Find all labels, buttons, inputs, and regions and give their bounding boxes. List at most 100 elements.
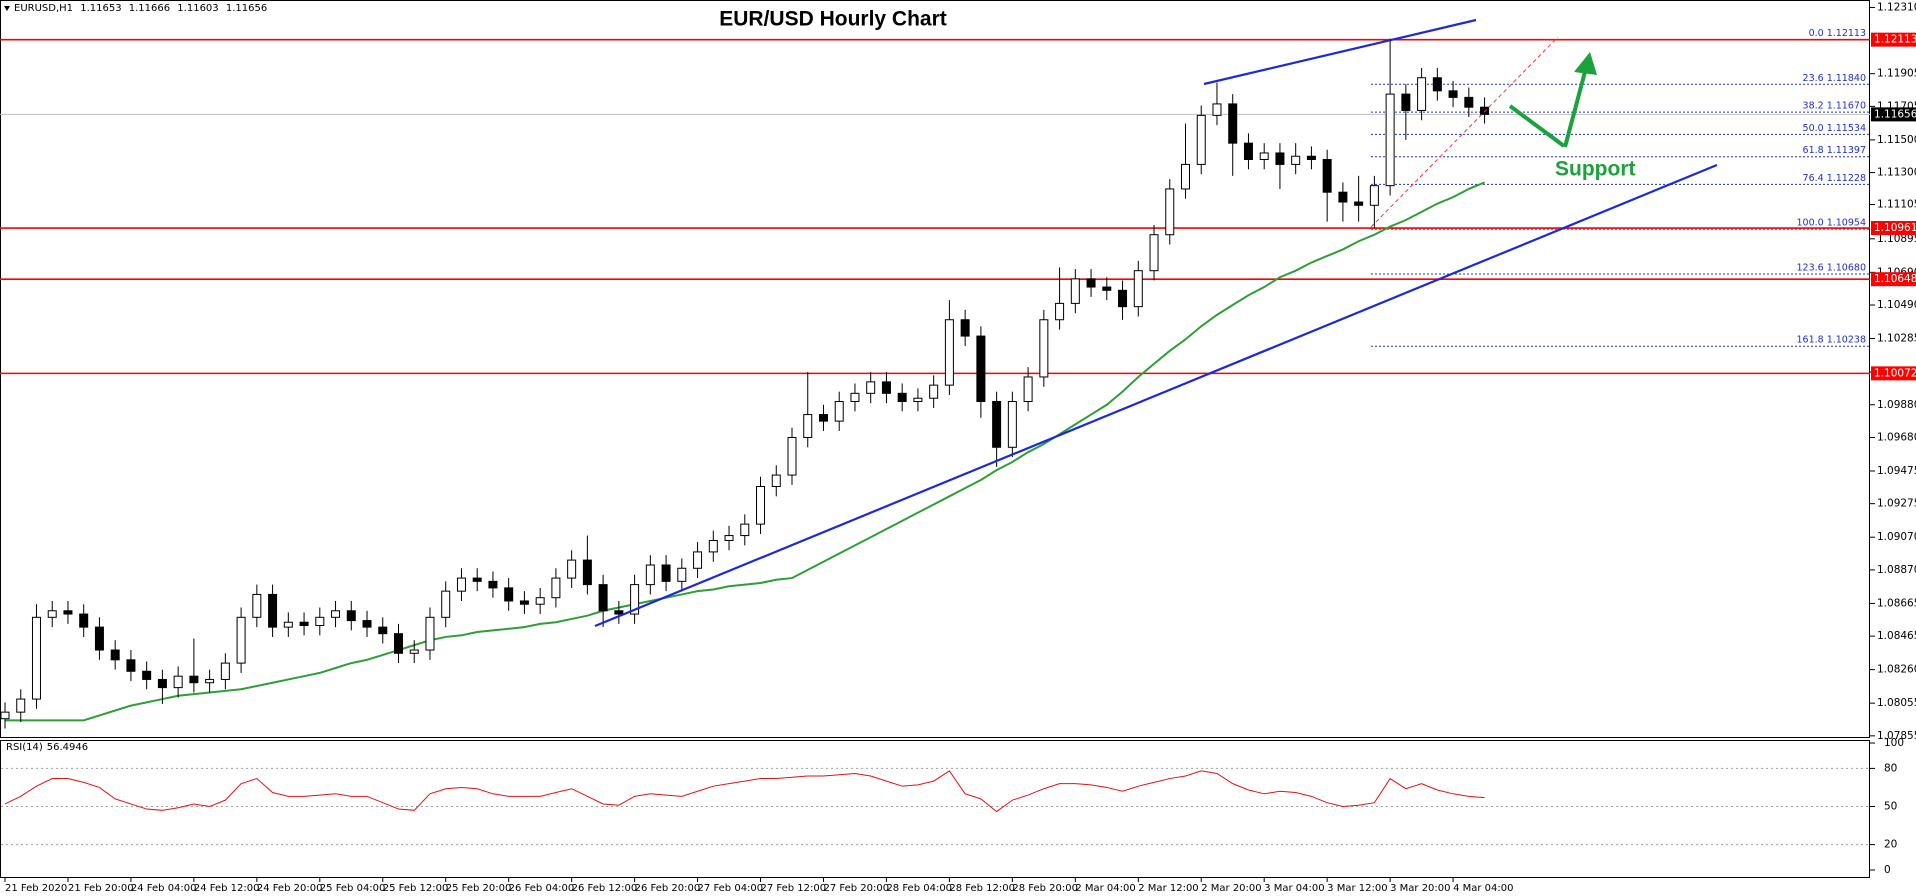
candle-body: [645, 564, 655, 586]
moving-average: [5, 181, 1485, 722]
support-label: Support: [1555, 158, 1635, 181]
candle-body: [787, 436, 797, 476]
candle-body: [1196, 114, 1206, 165]
x-tick-label: 2 Mar 04:00: [1075, 883, 1135, 894]
candle-body: [1417, 77, 1427, 111]
candle-body: [976, 335, 986, 402]
x-tick-label: 28 Feb 04:00: [886, 883, 952, 894]
candle-body: [1023, 376, 1033, 402]
fib-label: 100.0 1.10954: [1796, 218, 1866, 229]
candle-body: [504, 587, 514, 602]
candle-body: [173, 675, 183, 689]
x-tick-label: 3 Mar 04:00: [1264, 883, 1324, 894]
y-tick-label: 1.08870: [1877, 564, 1916, 576]
candle-body: [1118, 289, 1128, 308]
candle-body: [913, 397, 923, 402]
level-box: [1871, 221, 1916, 236]
candle-body: [126, 659, 136, 672]
candle-body: [252, 593, 262, 618]
candle-body: [756, 486, 766, 525]
candle-body: [866, 381, 876, 394]
symbol: EURUSD,H1: [14, 3, 74, 14]
up-arrow-head: [1574, 52, 1597, 75]
y-tick-label: 1.07855: [1877, 730, 1916, 742]
symbol-marker: [4, 6, 10, 11]
rsi-panel: [0, 740, 1870, 878]
candle-body: [1291, 155, 1301, 165]
x-tick-label: 26 Feb 20:00: [635, 883, 701, 894]
current-price-box: [1871, 107, 1916, 122]
candle-body: [881, 381, 891, 394]
candle-body: [283, 621, 293, 628]
rsi-tick-label: 0: [1884, 864, 1891, 876]
candle-body: [1338, 191, 1348, 203]
candle-body: [472, 577, 482, 582]
candle-body: [1243, 142, 1253, 161]
x-tick-label: 28 Feb 20:00: [1012, 883, 1078, 894]
x-tick-label: 26 Feb 04:00: [509, 883, 575, 894]
candle-body: [488, 580, 498, 589]
candle-body: [189, 675, 199, 684]
background-layer: 0.0 1.12113 23.6 1.11840 38.2 1.11670 50.0 …: [0, 6, 1875, 737]
x-tick-label: 2 Mar 20:00: [1201, 883, 1261, 894]
candle-body: [1070, 278, 1080, 304]
candle-body: [456, 577, 466, 592]
bar-high: 1.11666: [128, 3, 171, 14]
x-tick-label: 27 Feb 04:00: [698, 883, 764, 894]
level-box: [1871, 272, 1916, 287]
candle-body: [346, 610, 356, 622]
current-price-label: 1.11656: [1874, 108, 1916, 120]
candle-body: [960, 319, 970, 337]
x-tick-label: 28 Feb 12:00: [949, 883, 1015, 894]
candle-body: [157, 678, 167, 689]
level-box: [1871, 32, 1916, 47]
y-tick-label: 1.09880: [1877, 399, 1916, 411]
x-tick-label: 27 Feb 12:00: [761, 883, 827, 894]
candle-body: [110, 649, 120, 661]
candle-body: [1039, 319, 1049, 378]
candle-body: [693, 551, 703, 569]
y-tick-label: 1.11905: [1877, 68, 1916, 80]
chart-header: EURUSD,H1 1.11653 1.11666 1.11603 1.1165…: [14, 3, 271, 14]
bar-low: 1.11603: [177, 3, 219, 14]
candle-body: [31, 616, 41, 700]
candle-body: [1165, 188, 1175, 236]
candle-body: [708, 539, 718, 553]
candle-body: [1401, 93, 1411, 111]
x-tick-label: 24 Feb 04:00: [131, 883, 197, 894]
candle-body: [1007, 400, 1017, 448]
fib-label: 123.6 1.10680: [1796, 262, 1866, 273]
candle-body: [724, 535, 734, 541]
candle-body: [1259, 152, 1269, 161]
candle-body: [661, 564, 671, 582]
candle-body: [582, 559, 592, 586]
level-label: 1.12113: [1874, 34, 1916, 46]
candle-body: [1181, 163, 1190, 190]
y-tick-label: 1.08260: [1877, 664, 1916, 676]
candle-body: [630, 584, 640, 615]
level-box: [1871, 366, 1916, 381]
candle-body: [315, 616, 325, 626]
candle-body: [803, 414, 813, 438]
rsi-value: 56.4946: [46, 742, 89, 753]
candle-body: [677, 567, 687, 582]
candle-body: [551, 577, 561, 599]
y-tick-label: 1.09680: [1877, 431, 1916, 443]
y-tick-label: 1.09475: [1877, 465, 1916, 477]
y-tick-label: 1.08465: [1877, 630, 1916, 642]
candle-body: [1212, 103, 1222, 116]
candle-body: [535, 597, 545, 605]
candles: [0, 38, 1490, 729]
x-tick-label: 4 Mar 04:00: [1453, 883, 1513, 894]
fib-label: 38.2 1.11670: [1803, 101, 1866, 112]
candle-body: [0, 711, 10, 720]
y-tick-label: 1.10895: [1877, 233, 1916, 245]
rsi-line: [4, 770, 1485, 813]
candle-body: [142, 670, 152, 680]
x-tick-label: 3 Mar 20:00: [1390, 883, 1450, 894]
candle-body: [16, 698, 26, 713]
bar-close: 1.11656: [225, 3, 268, 14]
candle-body: [236, 616, 246, 664]
candle-body: [79, 613, 89, 628]
candle-body: [394, 633, 403, 654]
